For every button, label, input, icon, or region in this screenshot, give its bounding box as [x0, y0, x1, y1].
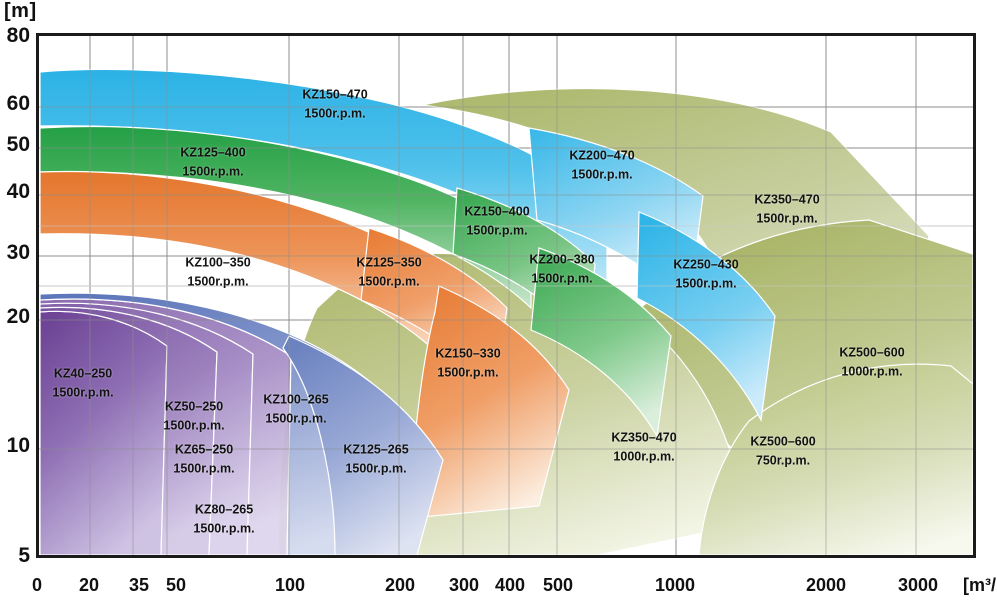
x-tick-label: 3000	[897, 575, 939, 595]
x-tick-label: 100	[274, 575, 306, 595]
x-tick-label: 500	[542, 575, 574, 595]
envelope-kz125-265-1500	[282, 335, 444, 555]
x-tick-label: 0	[31, 575, 43, 595]
x-tick-label: 2000	[805, 575, 847, 595]
plot-area: KZ150–470 1500r.p.m. KZ125–400 1500r.p.m. KZ…	[36, 33, 976, 558]
x-tick-label: 300	[448, 575, 480, 595]
y-tick-label: 80	[6, 24, 30, 47]
y-tick-label: 50	[6, 133, 30, 156]
envelope-kz500-600-750	[698, 363, 973, 555]
y-tick-label: 30	[6, 241, 30, 264]
y-axis-unit: [m]	[4, 0, 37, 22]
x-tick-label: 50	[165, 575, 187, 595]
y-tick-label: 20	[6, 305, 30, 328]
grid-lines-overlay	[39, 36, 973, 555]
envelope-kz200-380-1500	[530, 247, 672, 438]
y-tick-label: 10	[6, 434, 30, 457]
x-tick-label: 400	[494, 575, 526, 595]
x-tick-label: 20	[78, 575, 100, 595]
y-tick-label: 40	[6, 180, 30, 203]
x-tick-label: 200	[384, 575, 416, 595]
envelope-kz40-250-1500	[39, 310, 168, 555]
chart-canvas	[39, 36, 973, 555]
x-axis-unit: [m³/h]	[963, 575, 997, 595]
x-tick-label: 35	[128, 575, 150, 595]
y-tick-label: 5	[18, 544, 30, 567]
y-axis-ticks: 80 60 50 40 30 20 10 5	[0, 0, 30, 600]
y-tick-label: 60	[6, 92, 30, 115]
envelope-kz125-400-1500	[39, 125, 532, 310]
x-tick-label: 1000	[654, 575, 696, 595]
